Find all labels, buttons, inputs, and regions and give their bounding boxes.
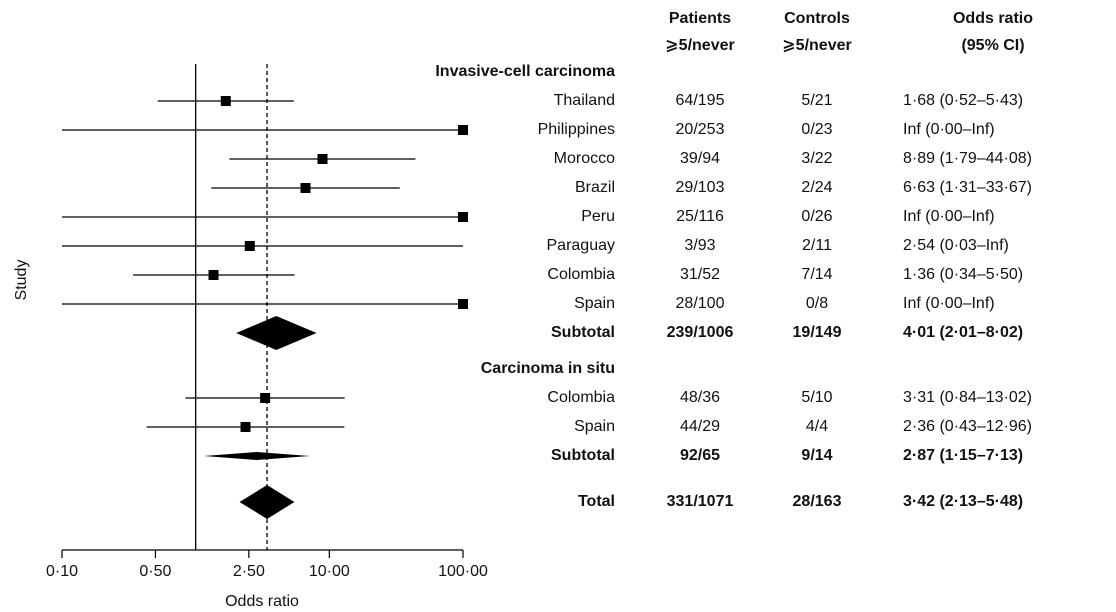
column-header: Controls <box>784 10 850 27</box>
controls-count: 0/8 <box>806 295 828 312</box>
estimate-square <box>240 422 251 432</box>
summary-diamond <box>203 452 310 460</box>
summary-diamond <box>239 485 295 519</box>
column-subheader: ⩾5/never <box>782 37 851 54</box>
patients-count: 239/1006 <box>667 324 734 341</box>
group-heading: Invasive-cell carcinoma <box>435 63 615 80</box>
patients-count: 20/253 <box>676 121 725 138</box>
odds-ratio-ci: 4·01 (2·01–8·02) <box>903 324 1023 341</box>
column-subheader: ⩾5/never <box>665 37 734 54</box>
odds-ratio-ci: 2·54 (0·03–Inf) <box>903 237 1009 254</box>
patients-count: 29/103 <box>676 179 725 196</box>
controls-count: 19/149 <box>793 324 842 341</box>
odds-ratio-ci: 2·36 (0·43–12·96) <box>903 418 1032 435</box>
summary-label: Subtotal <box>551 447 615 464</box>
patients-count: 44/29 <box>680 418 720 435</box>
y-axis-label: Study <box>13 260 30 301</box>
odds-ratio-ci: Inf (0·00–Inf) <box>903 208 995 225</box>
patients-count: 31/52 <box>680 266 720 283</box>
controls-count: 2/24 <box>801 179 832 196</box>
odds-ratio-ci: Inf (0·00–Inf) <box>903 295 995 312</box>
column-subheader: (95% CI) <box>961 37 1024 54</box>
odds-ratio-ci: Inf (0·00–Inf) <box>903 121 995 138</box>
patients-count: 48/36 <box>680 389 720 406</box>
controls-count: 3/22 <box>801 150 832 167</box>
column-header: Odds ratio <box>953 10 1033 27</box>
summary-diamond <box>236 316 317 350</box>
controls-count: 7/14 <box>801 266 832 283</box>
estimate-square <box>208 270 219 280</box>
summary-label: Subtotal <box>551 324 615 341</box>
patients-count: 92/65 <box>680 447 720 464</box>
study-name: Spain <box>574 418 615 435</box>
study-name: Colombia <box>547 266 615 283</box>
x-tick-label: 10·00 <box>309 563 350 580</box>
estimate-square <box>458 299 468 309</box>
estimate-square <box>260 393 271 403</box>
column-header: Patients <box>669 10 731 27</box>
patients-count: 25/116 <box>676 208 724 225</box>
estimate-square <box>220 96 231 106</box>
patients-count: 64/195 <box>676 92 725 109</box>
odds-ratio-ci: 3·42 (2·13–5·48) <box>903 493 1023 510</box>
odds-ratio-ci: 6·63 (1·31–33·67) <box>903 179 1032 196</box>
x-tick-label: 2·50 <box>233 563 265 580</box>
controls-count: 2/11 <box>802 237 832 254</box>
study-name: Paraguay <box>547 237 616 254</box>
estimate-square <box>244 241 255 251</box>
estimate-square <box>458 212 468 222</box>
estimate-square <box>300 183 311 193</box>
estimate-square <box>458 125 468 135</box>
patients-count: 3/93 <box>684 237 715 254</box>
study-name: Spain <box>574 295 615 312</box>
summary-label: Total <box>578 493 615 510</box>
study-name: Colombia <box>547 389 615 406</box>
study-name: Philippines <box>538 121 615 138</box>
odds-ratio-ci: 2·87 (1·15–7·13) <box>903 447 1023 464</box>
controls-count: 5/21 <box>801 92 832 109</box>
patients-count: 39/94 <box>680 150 720 167</box>
controls-count: 9/14 <box>801 447 832 464</box>
study-name: Peru <box>581 208 615 225</box>
x-tick-label: 0·50 <box>139 563 171 580</box>
odds-ratio-ci: 8·89 (1·79–44·08) <box>903 150 1032 167</box>
patients-count: 331/1071 <box>667 493 734 510</box>
study-name: Thailand <box>554 92 615 109</box>
study-name: Brazil <box>575 179 615 196</box>
odds-ratio-ci: 3·31 (0·84–13·02) <box>903 389 1032 406</box>
controls-count: 5/10 <box>801 389 832 406</box>
x-tick-label: 0·10 <box>46 563 78 580</box>
controls-count: 0/23 <box>801 121 832 138</box>
odds-ratio-ci: 1·68 (0·52–5·43) <box>903 92 1023 109</box>
patients-count: 28/100 <box>676 295 725 312</box>
group-heading: Carcinoma in situ <box>481 360 615 377</box>
x-axis-label: Odds ratio <box>225 593 299 610</box>
study-name: Morocco <box>554 150 615 167</box>
controls-count: 4/4 <box>806 418 828 435</box>
x-tick-label: 100·00 <box>438 563 488 580</box>
controls-count: 28/163 <box>793 493 842 510</box>
estimate-square <box>317 154 328 164</box>
odds-ratio-ci: 1·36 (0·34–5·50) <box>903 266 1023 283</box>
controls-count: 0/26 <box>801 208 832 225</box>
